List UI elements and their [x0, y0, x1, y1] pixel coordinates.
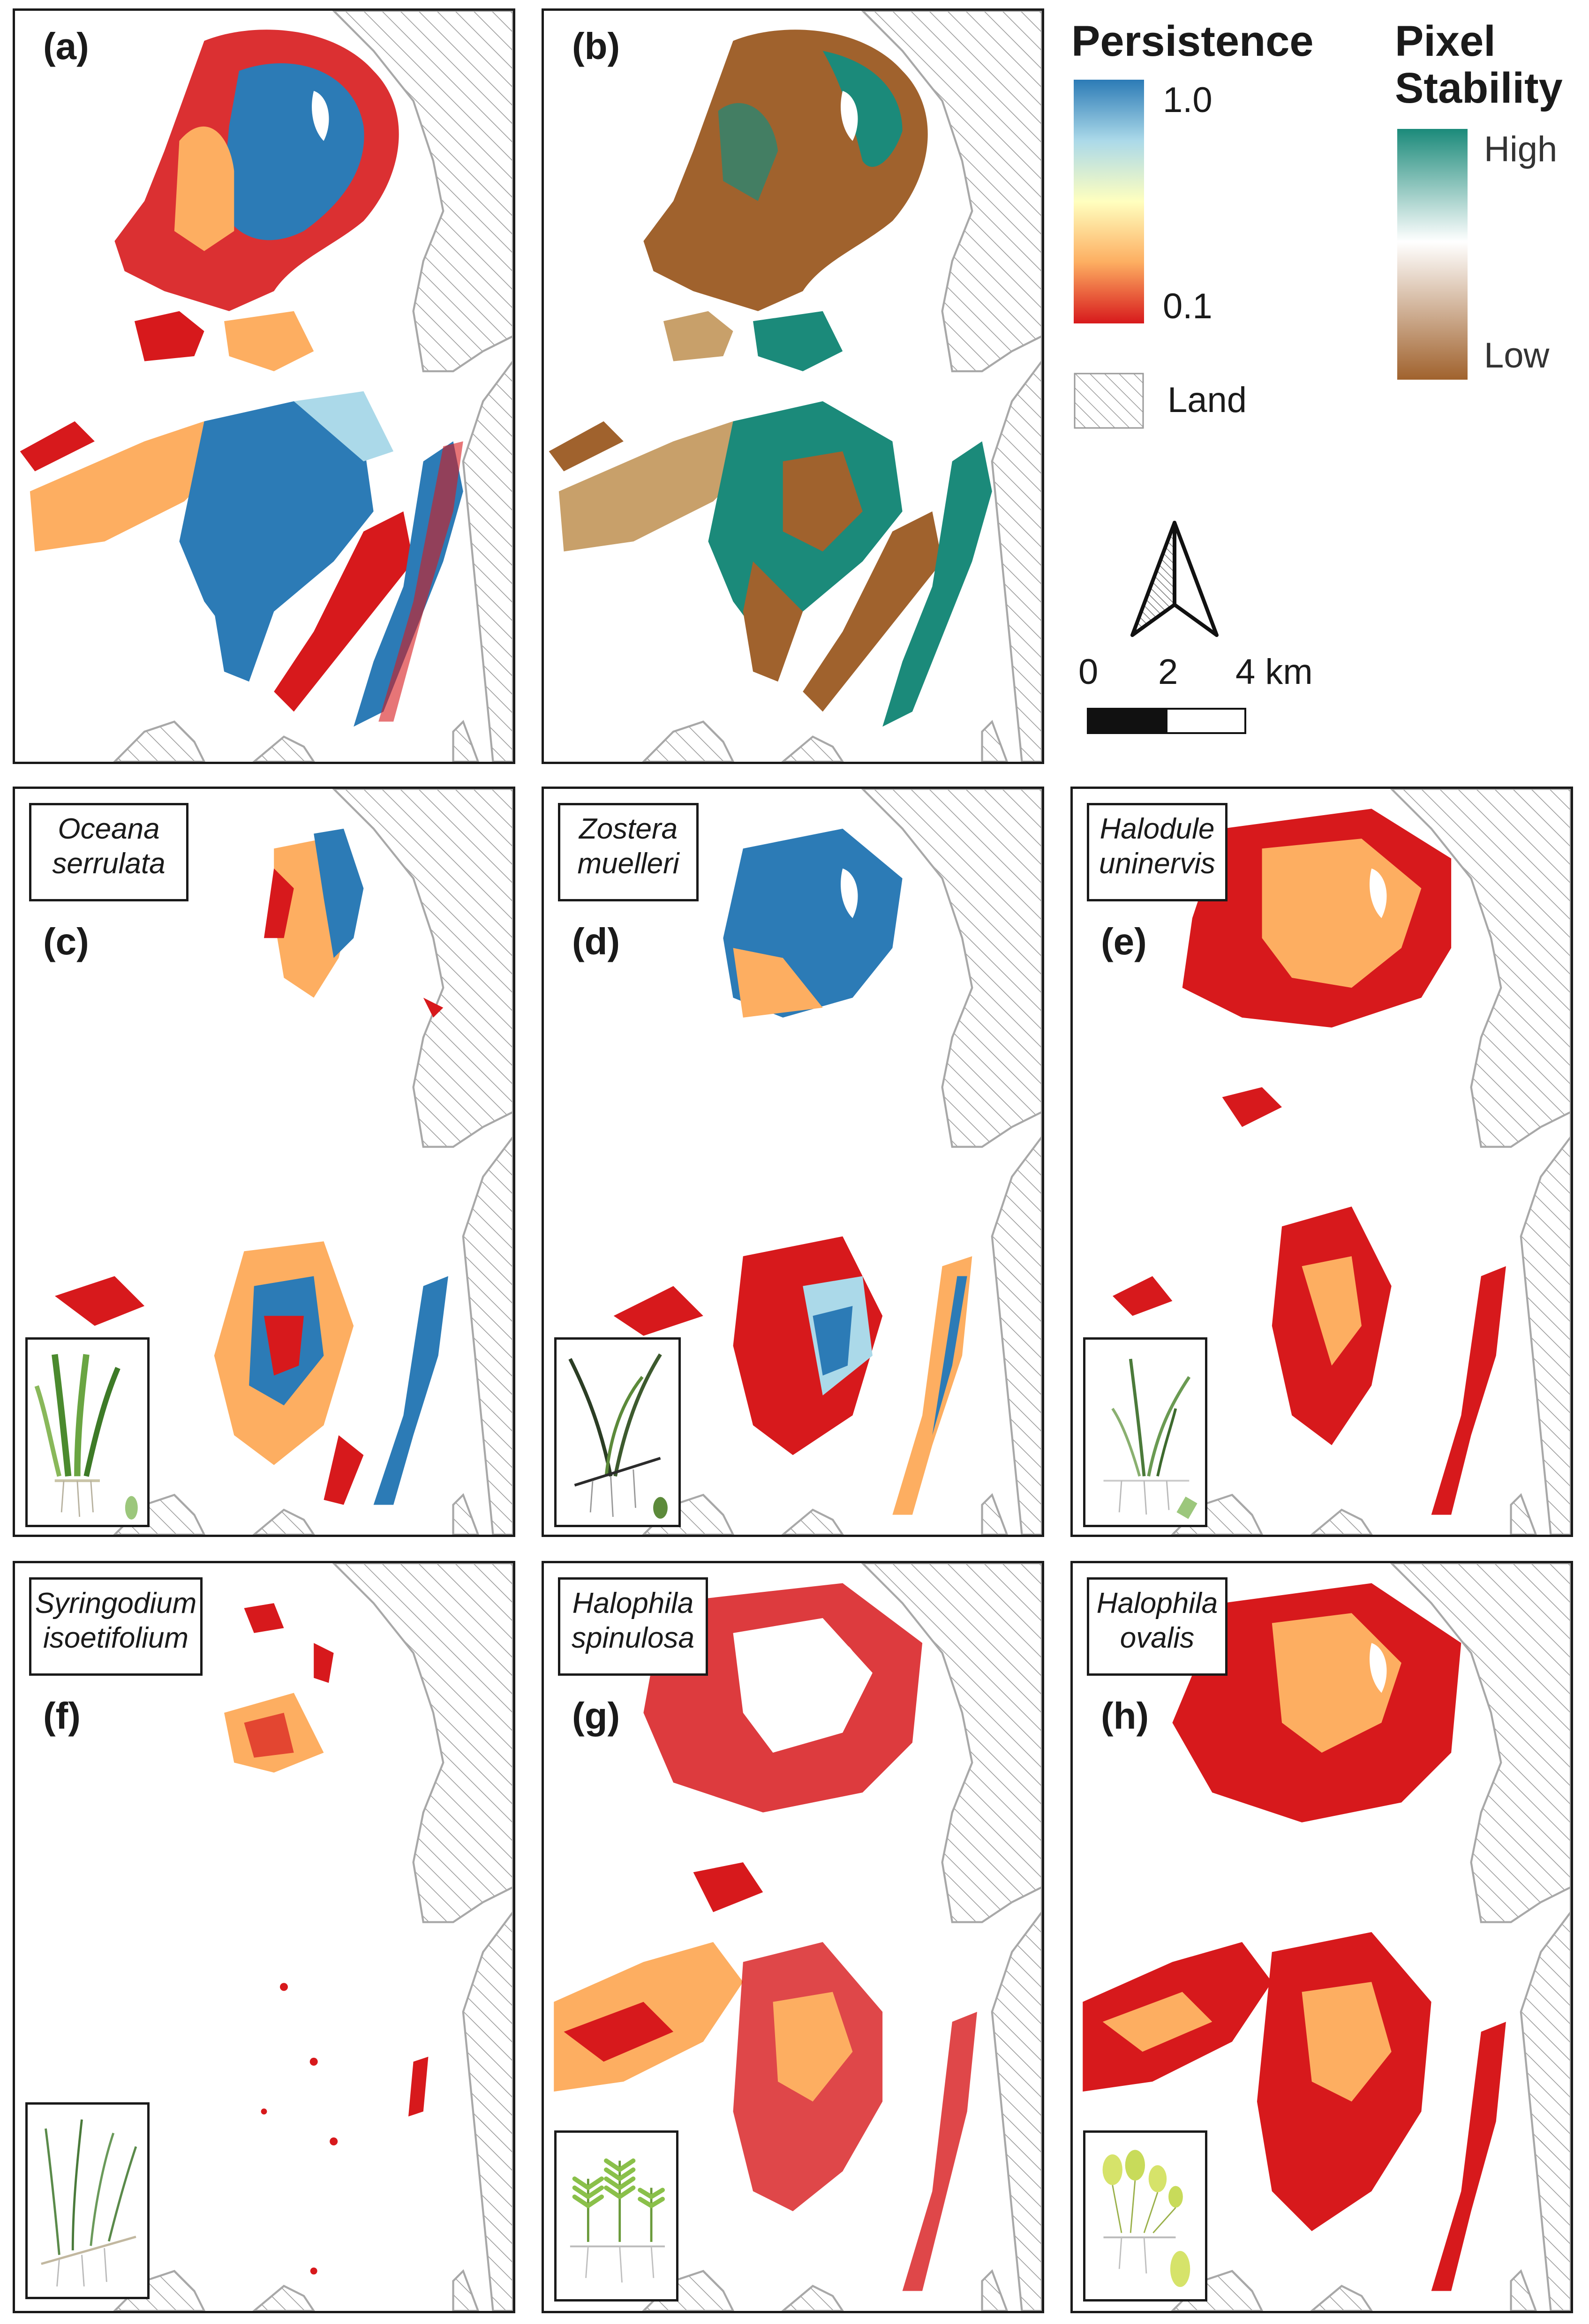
species-illustration: [1083, 2130, 1207, 2302]
stability-high-label: High: [1484, 129, 1558, 169]
species-label: Halophila spinulosa: [558, 1577, 708, 1676]
map-e: [1112, 789, 1571, 1535]
species-label: Oceana serrulata: [29, 803, 188, 901]
north-arrow-icon: [1130, 521, 1219, 637]
species-label: Syringodium isoetifolium: [29, 1577, 203, 1676]
persistence-legend-title: Persistence: [1071, 17, 1314, 65]
map-panel-c: Oceana serrulata (c): [13, 787, 515, 1537]
panel-label: (h): [1101, 1695, 1149, 1737]
panel-label: (b): [572, 25, 620, 67]
map-h: [1083, 1563, 1571, 2311]
map-f: [15, 1563, 513, 2311]
stability-legend-title: Pixel Stability: [1395, 18, 1563, 112]
panel-label: (c): [43, 921, 89, 962]
seagrass-illustration-icon: [1103, 1358, 1197, 1519]
stability-color-ramp: [1397, 129, 1468, 380]
species-illustration: [25, 1337, 150, 1527]
stability-title-line1: Pixel: [1395, 17, 1496, 65]
map-panel-g: Halophila spinulosa (g): [542, 1561, 1044, 2313]
panel-label: (d): [572, 921, 620, 962]
seagrass-illustration-icon: [568, 1353, 668, 1519]
panel-label: (g): [572, 1695, 620, 1737]
seagrass-illustration-icon: [1102, 2150, 1190, 2287]
species-label: Halodule uninervis: [1087, 803, 1228, 901]
panel-label: (f): [43, 1695, 81, 1737]
persistence-color-ramp: [1074, 80, 1144, 323]
stability-title-line2: Stability: [1395, 64, 1563, 112]
map-g: [554, 1563, 1042, 2311]
map-a: [20, 11, 513, 762]
seagrass-illustration-icon: [41, 2119, 137, 2287]
map-panel-a: (a): [13, 8, 515, 764]
panel-label: (e): [1101, 921, 1147, 962]
map-b: [549, 11, 1042, 762]
map-panel-h: Halophila ovalis (h): [1070, 1561, 1573, 2313]
persistence-max-label: 1.0: [1163, 80, 1212, 120]
map-c: [54, 789, 513, 1535]
map-d: [613, 789, 1042, 1535]
species-illustration: [25, 2102, 150, 2299]
species-illustration: [1083, 1337, 1207, 1527]
map-panel-f: Syringodium isoetifolium (f): [13, 1561, 515, 2313]
panel-label: (a): [43, 25, 89, 67]
species-illustration: [554, 2130, 678, 2302]
scale-bar-tick-1: 2: [1158, 652, 1178, 692]
species-label: Halophila ovalis: [1087, 1577, 1228, 1676]
seagrass-illustration-icon: [570, 2158, 665, 2283]
map-panel-e: Halodule uninervis (e): [1070, 787, 1573, 1537]
scale-bar: [1087, 708, 1246, 734]
species-label: Zostera muelleri: [558, 803, 699, 901]
land-label: Land: [1167, 380, 1247, 420]
stability-low-label: Low: [1484, 336, 1550, 375]
persistence-min-label: 0.1: [1163, 286, 1212, 326]
map-panel-b: (b): [542, 8, 1044, 764]
map-panel-d: Zostera muelleri (d): [542, 787, 1044, 1537]
scale-bar-tick-0: 0: [1078, 652, 1099, 692]
scale-bar-tick-2: 4 km: [1235, 652, 1313, 692]
land-swatch: [1074, 373, 1144, 429]
species-illustration: [554, 1337, 681, 1527]
seagrass-illustration-icon: [34, 1354, 138, 1520]
